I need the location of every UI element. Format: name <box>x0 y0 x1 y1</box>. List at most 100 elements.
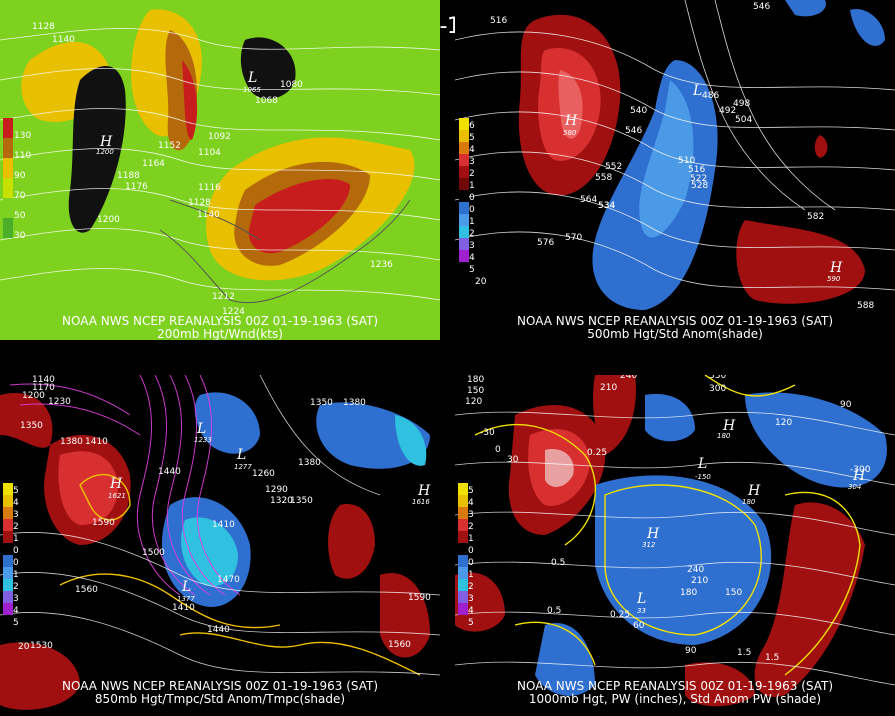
colorbar-label: 1 <box>468 570 474 580</box>
caption-field: 200mb Hgt/Wnd(kts) <box>157 327 283 341</box>
colorbar-label: 50 <box>14 211 26 221</box>
caption-field: 1000mb Hgt, PW (inches), Std Anom PW (sh… <box>528 692 822 706</box>
colorbar-label: 3 <box>468 594 474 604</box>
contour-label: 90 <box>840 400 852 410</box>
colorbar-label: 3 <box>468 510 474 520</box>
contour-label: 516 <box>490 16 507 26</box>
colorbar-200mb: 130 110 90 70 50 30 <box>3 118 31 241</box>
colorbar-label: 5 <box>468 618 474 628</box>
contour-label: 1080 <box>280 80 303 90</box>
svg-text:L: L <box>196 421 206 437</box>
contour-label: 1236 <box>370 260 393 270</box>
colorbar-850mb: 5 4 3 2 1 0 0 1 2 3 4 5 <box>3 483 19 628</box>
svg-text:1616: 1616 <box>412 498 430 506</box>
contour-label: 1140 <box>52 35 75 45</box>
colorbar-label: 4 <box>468 498 474 508</box>
contour-label: 534 <box>598 201 615 211</box>
colorbar-label: 5 <box>13 618 19 628</box>
colorbar-label: 5 <box>469 265 475 275</box>
contour-label: 0.25 <box>610 610 630 620</box>
colorbar-label: 2 <box>469 229 475 239</box>
contour-label: 1128 <box>32 22 55 32</box>
contour-label: 1104 <box>198 148 221 158</box>
contour-label: 1470 <box>217 575 240 585</box>
contour-label: 240 <box>687 565 704 575</box>
low-marker: L -150 <box>695 456 711 481</box>
colorbar-label: 110 <box>14 151 31 161</box>
colorbar-label: 1 <box>468 534 474 544</box>
colorbar-label: 0 <box>469 205 475 215</box>
svg-text:H: H <box>722 418 736 434</box>
colorbar-label: 130 <box>14 131 31 141</box>
colorbar-label: 2 <box>468 522 474 532</box>
contour-label: 1.5 <box>765 653 779 663</box>
svg-text:H: H <box>109 476 123 492</box>
contour-label: 1500 <box>142 548 165 558</box>
map-850mb: 5 4 3 2 1 0 0 1 2 3 4 5 1140 1170 1200 1… <box>0 375 440 710</box>
colorbar-label: 4 <box>13 606 19 616</box>
caption-source: NOAA NWS NCEP REANALYSIS 00Z 01-19-1963 … <box>516 679 834 693</box>
contour-label: 1140 <box>197 210 220 220</box>
panel-caption: NOAA NWS NCEP REANALYSIS 00Z 01-19-1963 … <box>455 315 895 341</box>
contour-label: 1350 <box>20 421 43 431</box>
contour-label: 180 <box>680 588 697 598</box>
contour-label: 1440 <box>158 467 181 477</box>
low-marker: L 33 <box>636 591 646 615</box>
colorbar-label: 2 <box>468 582 474 592</box>
contour-label: 1260 <box>252 469 275 479</box>
contour-label: 1140 <box>32 375 55 385</box>
contour-label: 1380 <box>298 458 321 468</box>
contour-label: 120 <box>465 397 482 407</box>
svg-text:33: 33 <box>637 607 646 615</box>
svg-text:H: H <box>747 483 761 499</box>
contour-labels-850mb: 1140 1170 1200 1230 1350 1410 1380 1440 … <box>20 375 431 651</box>
contour-label: 1128 <box>188 198 211 208</box>
colorbar-label: 2 <box>13 522 19 532</box>
contour-label: 60 <box>633 621 645 631</box>
low-marker: L 1065 <box>243 70 261 94</box>
grid-label: 20 <box>475 277 487 287</box>
contour-label: 1200 <box>22 391 45 401</box>
svg-text:590: 590 <box>827 275 841 283</box>
caption-field: 500mb Hgt/Std Anom(shade) <box>587 327 763 341</box>
svg-text:H: H <box>646 526 660 542</box>
map-500mb: 6 5 4 3 2 1 0 0 1 2 3 4 5 516 534 546 54… <box>455 0 895 311</box>
colorbar-label: 5 <box>469 133 475 143</box>
contour-label: 588 <box>857 301 874 311</box>
panel-500mb: 6 5 4 3 2 1 0 0 1 2 3 4 5 516 534 546 54… <box>455 0 895 340</box>
high-marker: H 590 <box>827 260 843 283</box>
svg-text:L: L <box>697 456 707 472</box>
colorbar-1000mb: 5 4 3 2 1 0 0 1 2 3 4 5 <box>458 483 474 628</box>
colorbar-label: 4 <box>469 145 475 155</box>
contour-label: 1170 <box>32 383 55 393</box>
low-marker: L <box>692 83 702 99</box>
contour-label: -300 <box>850 465 871 475</box>
contour-label: 576 <box>537 238 554 248</box>
panel-200mb: 130 110 90 70 50 30 1128 1140 1152 1164 … <box>0 0 440 340</box>
contour-label: 504 <box>735 115 752 125</box>
contour-label: 1320 <box>270 496 293 506</box>
contour-label: 1410 <box>172 603 195 613</box>
contour-label: 90 <box>685 646 697 656</box>
colorbar-label: 0 <box>13 546 19 556</box>
high-marker: H 1621 <box>108 476 126 500</box>
colorbar-label: 3 <box>469 157 475 167</box>
contour-label: 0.5 <box>551 558 565 568</box>
contour-label: 30 <box>507 455 519 465</box>
contour-labels-200mb: 1128 1140 1152 1164 1188 1176 1104 1092 … <box>32 22 393 317</box>
contour-label: 510 <box>678 156 695 166</box>
contour-label: 150 <box>725 588 742 598</box>
svg-text:580: 580 <box>563 129 577 137</box>
contour-label: 1224 <box>222 307 245 317</box>
contour-label: 1440 <box>207 625 230 635</box>
svg-text:H: H <box>829 260 843 276</box>
contour-label: 1164 <box>142 159 165 169</box>
contour-labels-500mb: 516 534 546 540 546 552 558 564 576 570 … <box>490 2 874 311</box>
svg-text:L: L <box>247 70 257 86</box>
colorbar-label: 70 <box>14 191 26 201</box>
contour-label: 300 <box>709 384 726 394</box>
colorbar-label: 6 <box>469 121 475 131</box>
contour-label: 0 <box>495 445 501 455</box>
low-marker: L 1377 <box>177 579 195 603</box>
contour-label: 330 <box>709 375 726 381</box>
